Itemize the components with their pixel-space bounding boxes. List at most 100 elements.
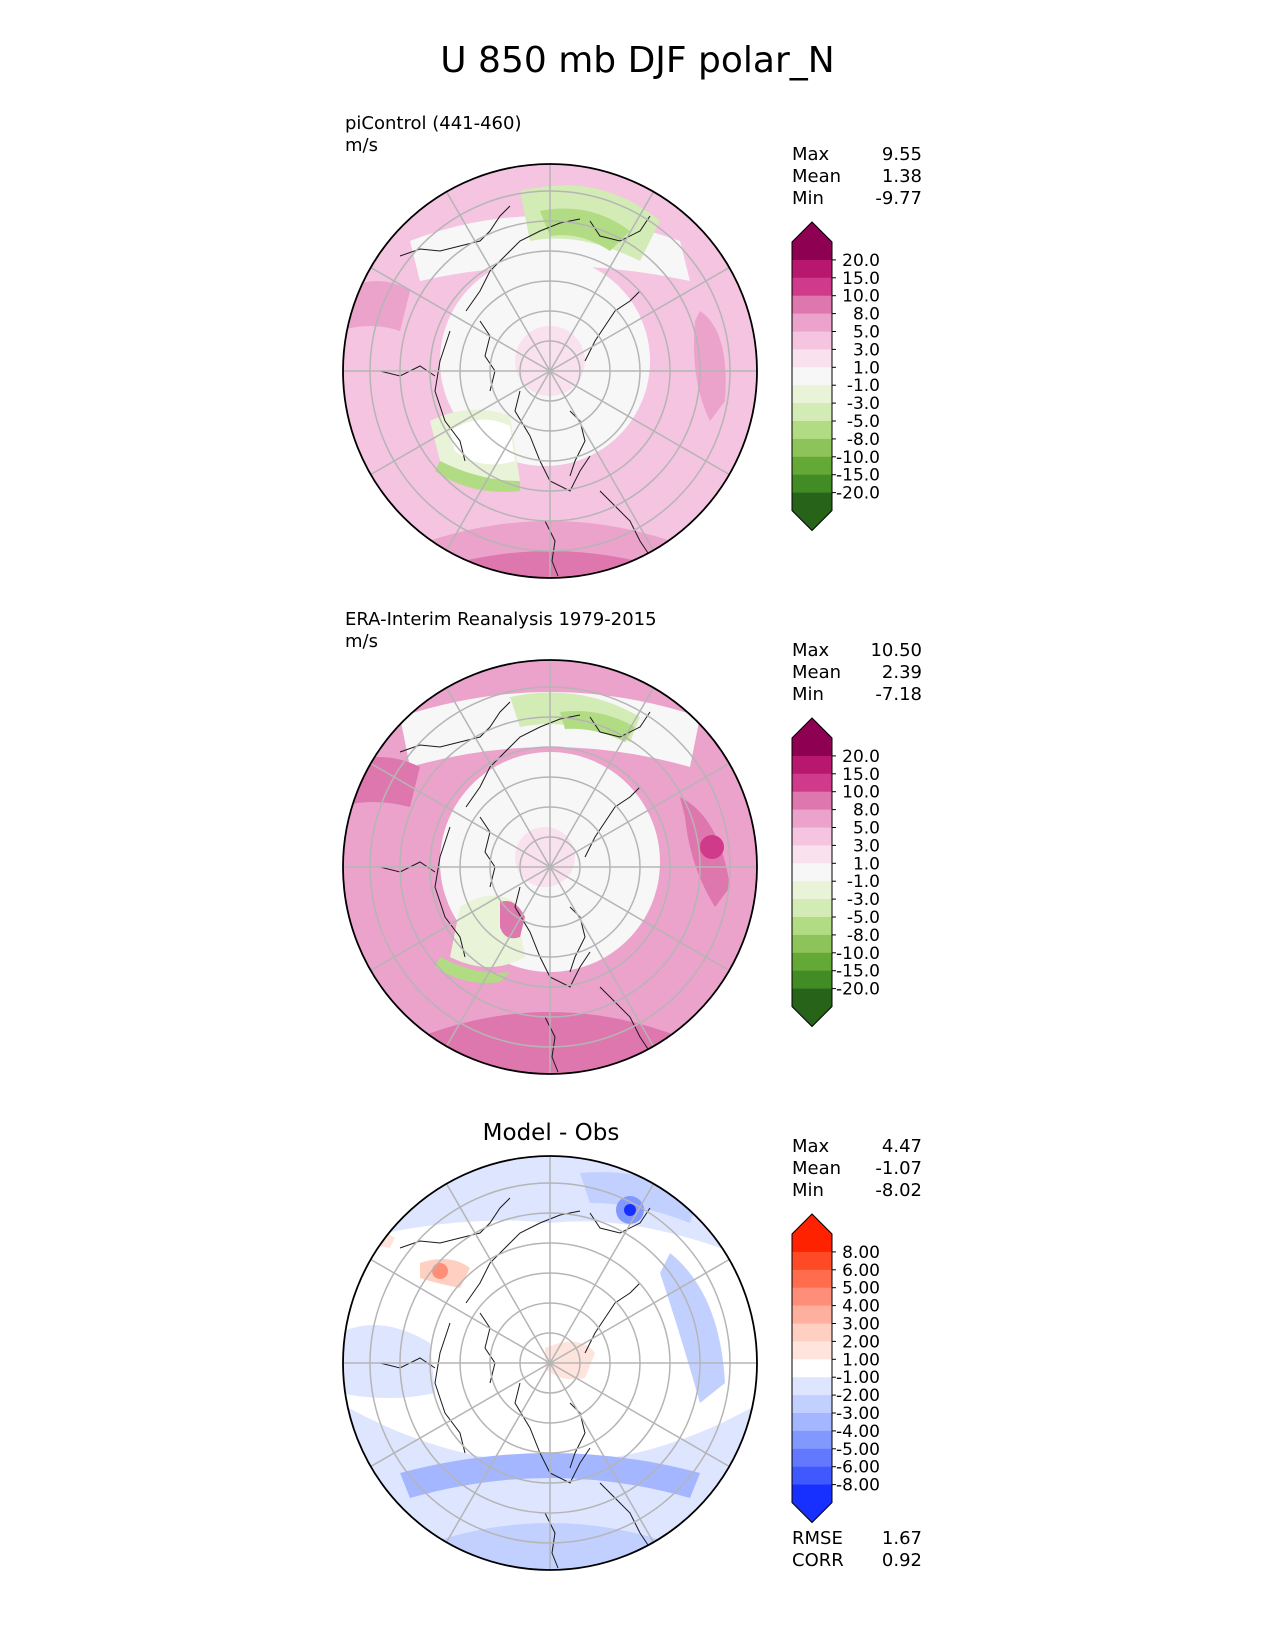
panel-1-colorbar: 20.015.010.08.05.03.01.0-1.0-3.0-5.0-8.0… <box>791 221 880 532</box>
contour-region <box>700 835 724 859</box>
colorbar-segment <box>792 456 832 476</box>
colorbar-segment <box>792 1323 832 1342</box>
colorbar-segment <box>792 1395 832 1414</box>
colorbar-segment <box>792 367 832 386</box>
coastline <box>465 218 581 312</box>
colorbar-tick-label: -8.00 <box>836 1476 880 1496</box>
colorbar-tick-label: 2.00 <box>842 1332 880 1352</box>
coastline <box>599 986 651 1053</box>
colorbar-tick-label: -5.0 <box>847 412 880 432</box>
map-border <box>342 163 758 579</box>
colorbar-tick-label: 5.0 <box>853 323 880 343</box>
meridian-line <box>549 687 655 868</box>
colorbar-segment <box>792 952 832 972</box>
colorbar-tick-label: -8.0 <box>847 430 880 450</box>
stat-max-value: 4.47 <box>881 1136 922 1157</box>
colorbar-tick-label: 4.00 <box>842 1297 880 1317</box>
meridian-line <box>445 687 551 868</box>
colorbar-extend-max <box>792 1214 832 1234</box>
colorbar-tick-label: -6.00 <box>836 1458 880 1478</box>
meridian-line <box>370 762 551 868</box>
meridian-line <box>549 191 655 372</box>
meridian-line <box>445 866 551 1047</box>
colorbar-segment <box>792 791 832 811</box>
colorbar-segment <box>792 881 832 900</box>
colorbar-segment <box>792 1287 832 1307</box>
colorbar-tick-label: 20.0 <box>842 747 880 767</box>
panel-3-colorbar: 8.006.005.004.003.002.001.00-1.00-2.00-3… <box>791 1213 880 1524</box>
colorbar-tick-label: -1.00 <box>836 1368 880 1388</box>
colorbar-segment <box>792 1377 832 1396</box>
colorbar-segment <box>792 863 832 882</box>
meridian-line <box>549 1183 655 1364</box>
coastline <box>584 290 641 362</box>
stat-max-value: 10.50 <box>870 640 922 661</box>
coastline <box>465 1210 581 1304</box>
colorbar-tick-label: -1.0 <box>847 872 880 892</box>
colorbar-tick-label: -20.0 <box>836 484 880 504</box>
stat-max-label: Max <box>792 640 830 661</box>
colorbar-extend-max <box>792 222 832 242</box>
coastline <box>434 826 466 958</box>
colorbar-tick-label: -5.0 <box>847 908 880 928</box>
colorbar-segment <box>792 970 832 990</box>
colorbar-segment <box>792 1269 832 1289</box>
meridian-line <box>370 370 551 476</box>
colorbar-tick-label: -2.00 <box>836 1386 880 1406</box>
stat-min-value: -8.02 <box>875 1180 922 1201</box>
panel-2-polar-map <box>342 659 758 1075</box>
colorbar-segment <box>792 809 832 828</box>
colorbar-segment <box>792 242 832 261</box>
colorbar-segment <box>792 917 832 936</box>
meridian-line <box>445 191 551 372</box>
coastline <box>599 1482 651 1549</box>
contour-region <box>540 208 630 251</box>
colorbar-segment <box>792 421 832 440</box>
colorbar-outline <box>791 221 833 532</box>
colorbar-outline <box>791 717 833 1028</box>
colorbar-tick-label: -4.00 <box>836 1422 880 1442</box>
meridian-line <box>445 370 551 551</box>
stat-max-label: Max <box>792 1136 830 1157</box>
stat-min-label: Min <box>792 1180 824 1201</box>
meridian-line <box>370 866 551 972</box>
colorbar-tick-label: 15.0 <box>842 269 880 289</box>
colorbar-tick-label: 8.0 <box>853 305 880 325</box>
colorbar-extend-max <box>792 718 832 738</box>
meridian-line <box>549 866 655 1047</box>
panel-3-title: Model - Obs <box>482 1120 620 1146</box>
coastline <box>514 1382 591 1484</box>
coastline <box>589 215 651 242</box>
meridian-line <box>445 1183 551 1364</box>
colorbar-segment <box>792 313 832 332</box>
coastline <box>599 490 651 557</box>
colorbar-extend-min <box>792 1502 832 1523</box>
colorbar-tick-label: 15.0 <box>842 765 880 785</box>
colorbar-segment <box>792 1413 832 1432</box>
coastline <box>434 330 466 462</box>
meridian-line <box>370 1258 551 1364</box>
rmse-label: RMSE <box>792 1528 843 1549</box>
panel-1-caption: piControl (441-460) <box>345 113 522 134</box>
colorbar-segment <box>792 295 832 315</box>
colorbar-tick-label: -15.0 <box>836 962 880 982</box>
meridian-line <box>370 1362 551 1468</box>
colorbar-segment <box>792 1430 832 1450</box>
meridian-line <box>549 762 730 868</box>
meridian-line <box>549 866 730 972</box>
colorbar-tick-label: 1.00 <box>842 1350 880 1370</box>
meridian-line <box>549 266 730 372</box>
colorbar-segment <box>792 259 832 279</box>
corr-value: 0.92 <box>881 1550 922 1571</box>
colorbar-segment <box>792 403 832 422</box>
colorbar-tick-label: -20.0 <box>836 980 880 1000</box>
contour-region <box>560 711 635 742</box>
panel-1-units: m/s <box>345 135 378 156</box>
stat-mean-value: -1.07 <box>875 1158 922 1179</box>
figure-title: U 850 mb DJF polar_N <box>440 40 835 81</box>
colorbar-segment <box>792 331 832 350</box>
panel-2-title: ERA-Interim Reanalysis 1979-2015 m/s <box>345 609 657 653</box>
map-border <box>342 659 758 1075</box>
panel-2-stats: Max 10.50 Mean 2.39 Min -7.18 <box>792 640 922 706</box>
colorbar-tick-label: 6.00 <box>842 1261 880 1281</box>
